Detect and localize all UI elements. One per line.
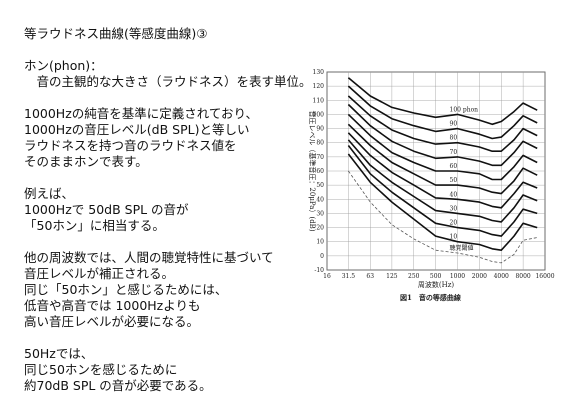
text-line: 例えば、 xyxy=(24,186,74,201)
curve-label: 60 xyxy=(450,163,458,170)
caption: 図1 音の等感曲線 xyxy=(400,293,461,302)
text-line: 1000Hzの純音を基準に定義されており、 xyxy=(24,106,258,121)
text-line: 他の周波数では、人間の聴覚特性に基づいて xyxy=(24,250,274,265)
curve-label: 80 xyxy=(450,135,458,142)
x-tick-label: 63 xyxy=(366,273,374,280)
curve xyxy=(347,113,538,181)
curve xyxy=(347,103,538,167)
y-tick-label: 50 xyxy=(316,182,324,189)
y-tick-label: 30 xyxy=(316,210,324,217)
curve-label: 90 xyxy=(450,121,458,128)
text-line: そのままホンで表す。 xyxy=(24,154,148,169)
curve xyxy=(348,170,538,264)
curve-label: 30 xyxy=(450,205,458,212)
text-line: ホン(phon)： xyxy=(24,58,103,73)
curve xyxy=(347,95,538,152)
text-line: 「50ホン」に相当する。 xyxy=(24,218,165,233)
text-line: 同じ50ホンを感じるために xyxy=(24,362,177,377)
y-tick-label: 120 xyxy=(313,83,325,90)
text-line: 同じ「50ホン」と感じるためには、 xyxy=(24,282,227,297)
curve-label: 20 xyxy=(450,220,458,227)
y-axis-label: 音圧レベル（基準音圧：20μPa）(dB) xyxy=(308,110,317,231)
x-tick-label: 16 xyxy=(323,273,331,280)
text-line: 50Hzでは、 xyxy=(24,346,93,361)
y-tick-label: 130 xyxy=(313,69,325,76)
curve-label: 50 xyxy=(450,177,458,184)
curve xyxy=(347,123,538,195)
y-tick-label: 80 xyxy=(316,140,324,147)
curve xyxy=(347,85,538,140)
curve-label: 40 xyxy=(450,191,458,198)
x-tick-label: 16000 xyxy=(535,273,554,280)
y-tick-label: 40 xyxy=(316,196,324,203)
curve xyxy=(347,139,538,223)
curve-label: 聴覚閾値 xyxy=(450,244,474,252)
x-axis-label: 周波数(Hz) xyxy=(418,280,455,289)
y-tick-label: 0 xyxy=(320,253,324,260)
x-tick-label: 8000 xyxy=(515,273,530,280)
text-line: 高い音圧レベルが必要になる。 xyxy=(24,314,199,329)
curve-label: 10 xyxy=(450,234,458,241)
x-tick-label: 250 xyxy=(408,273,420,280)
text-line: 1000Hzの音圧レベル(dB SPL)と等しい xyxy=(24,122,249,137)
title: 等ラウドネス曲線(等感度曲線)③ xyxy=(24,26,207,41)
curve xyxy=(347,153,538,251)
x-tick-label: 500 xyxy=(430,273,442,280)
curve xyxy=(347,145,538,237)
x-tick-label: 1000 xyxy=(450,273,465,280)
y-tick-label: 10 xyxy=(316,239,324,246)
curve-label: 100 phon xyxy=(450,106,479,113)
curve xyxy=(347,77,538,126)
y-tick-label: 100 xyxy=(313,111,325,118)
text-line: ラウドネスを持つ音のラウドネス値を xyxy=(24,138,237,153)
text-line: 音圧レベルが補正される。 xyxy=(24,266,174,281)
text-line: 低音や高音では 1000Hzよりも xyxy=(24,298,201,313)
text-line: 音の主観的な大きさ（ラウドネス）を表す単位。 xyxy=(24,74,312,89)
y-tick-label: 90 xyxy=(316,126,324,133)
text-line: 1000Hzで 50dB SPL の音が xyxy=(24,202,189,217)
x-tick-label: 31.5 xyxy=(342,273,356,280)
curve-label: 70 xyxy=(450,149,458,156)
text-line: 約70dB SPL の音が必要である。 xyxy=(24,378,212,393)
y-tick-label: 110 xyxy=(313,97,325,104)
x-tick-label: 4000 xyxy=(494,273,509,280)
x-tick-label: 2000 xyxy=(472,273,487,280)
y-tick-label: 20 xyxy=(316,225,324,232)
y-tick-label: 60 xyxy=(316,168,324,175)
curve xyxy=(347,132,538,209)
x-tick-label: 125 xyxy=(386,273,398,280)
y-tick-label: -10 xyxy=(314,267,324,274)
y-tick-label: 70 xyxy=(316,154,324,161)
